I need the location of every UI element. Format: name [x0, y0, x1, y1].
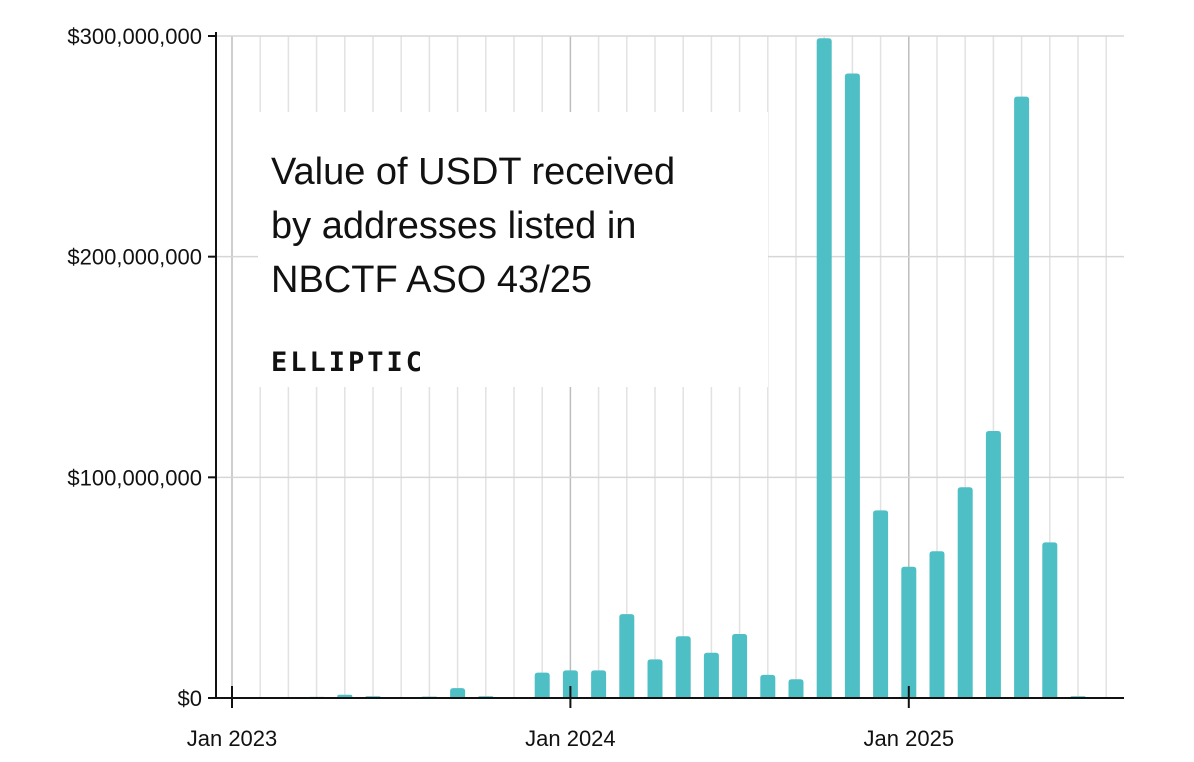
bar-2024-05 [675, 636, 691, 698]
bar-2024-10 [816, 38, 832, 698]
x-tick-label: Jan 2023 [187, 726, 278, 751]
bar-2025-04 [985, 430, 1001, 698]
axes [208, 32, 1124, 708]
y-tick-label: $0 [178, 686, 202, 711]
chart-title-line-2: by addresses listed in [271, 205, 636, 247]
bar-2024-12 [873, 510, 889, 698]
chart-title-line-3: NBCTF ASO 43/25 [271, 259, 592, 301]
chart-title-line-1: Value of USDT received [271, 151, 675, 193]
y-tick-labels: $0 $100,000,000 $200,000,000 $300,000,000 [67, 24, 202, 711]
x-tick-label: Jan 2025 [864, 726, 955, 751]
brand-logo-text: ELLIPTIC [271, 347, 425, 378]
bar-2024-07 [732, 634, 748, 698]
x-tick-label: Jan 2024 [525, 726, 616, 751]
bar-2024-09 [788, 679, 804, 698]
bar-2025-01 [901, 566, 917, 698]
bar-2025-06 [1042, 542, 1058, 698]
y-tick-label: $200,000,000 [67, 245, 202, 270]
bar-2024-06 [703, 652, 719, 698]
bars [309, 38, 1086, 699]
bar-2024-01 [562, 670, 578, 698]
title-overlay: Value of USDT received by addresses list… [258, 112, 768, 387]
bar-2023-12 [534, 672, 550, 698]
bar-2025-05 [1014, 96, 1030, 698]
title-box [258, 112, 768, 387]
x-tick-labels: Jan 2023 Jan 2024 Jan 2025 [187, 726, 954, 751]
bar-2024-04 [647, 659, 663, 698]
bar-2025-02 [929, 551, 945, 698]
y-tick-label: $300,000,000 [67, 24, 202, 49]
bar-2024-03 [619, 614, 635, 698]
bar-2025-03 [957, 487, 973, 698]
bar-2024-11 [844, 73, 860, 699]
y-tick-label: $100,000,000 [67, 465, 202, 490]
bar-2024-08 [760, 674, 776, 698]
bar-2024-02 [591, 670, 607, 698]
bar-2023-09 [450, 688, 466, 698]
